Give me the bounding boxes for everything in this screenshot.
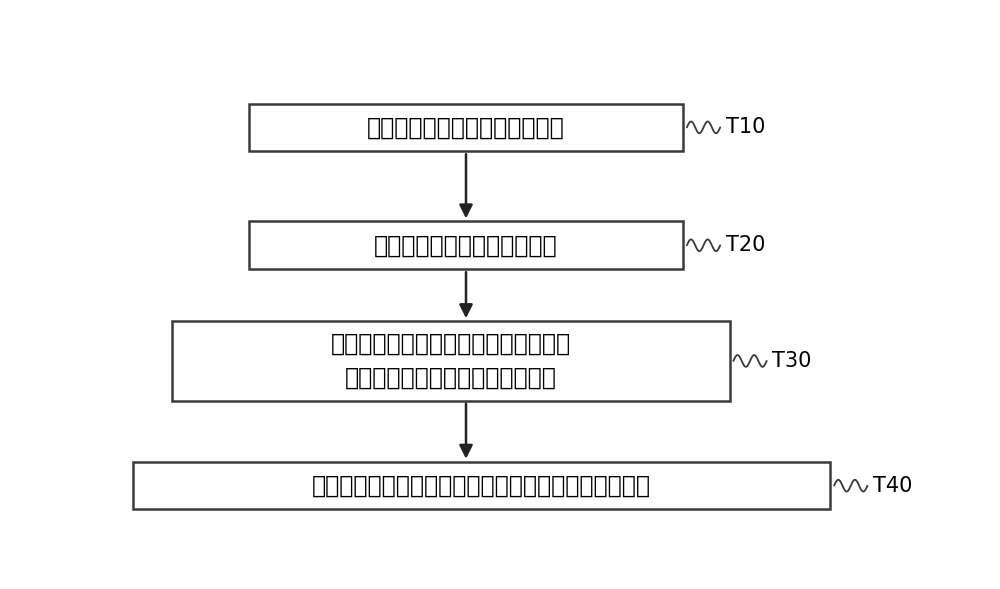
- Text: 基于地面监测模块获取检测数据: 基于地面监测模块获取检测数据: [367, 115, 565, 140]
- Text: 当判定获取的检测数据不存在缺失时，
进一步判断检测数据是否存在异常: 当判定获取的检测数据不存在缺失时， 进一步判断检测数据是否存在异常: [330, 332, 571, 390]
- FancyBboxPatch shape: [133, 462, 830, 509]
- FancyBboxPatch shape: [249, 221, 683, 269]
- Text: 判断获取的检测数据是否缺失: 判断获取的检测数据是否缺失: [374, 233, 558, 257]
- Text: T10: T10: [726, 117, 765, 137]
- Text: T20: T20: [726, 235, 765, 255]
- FancyBboxPatch shape: [249, 104, 683, 151]
- Text: 当判定检测数据存在异常时，发送信号至远程监控模块: 当判定检测数据存在异常时，发送信号至远程监控模块: [312, 474, 651, 498]
- FancyBboxPatch shape: [172, 321, 730, 401]
- Text: T30: T30: [772, 351, 812, 371]
- Text: T40: T40: [873, 476, 912, 496]
